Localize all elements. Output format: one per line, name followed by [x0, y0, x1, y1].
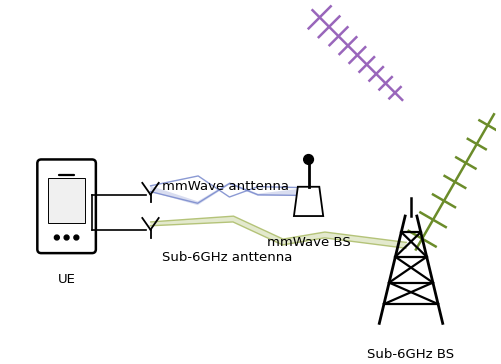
Circle shape: [54, 235, 59, 240]
Polygon shape: [150, 216, 406, 248]
Text: mmWave BS: mmWave BS: [266, 236, 350, 249]
Text: mmWave anttenna: mmWave anttenna: [162, 180, 289, 193]
Circle shape: [74, 235, 79, 240]
Bar: [48, 178, 85, 223]
Text: UE: UE: [58, 273, 75, 286]
FancyBboxPatch shape: [37, 159, 96, 253]
Circle shape: [64, 235, 69, 240]
Polygon shape: [150, 182, 308, 205]
Polygon shape: [294, 187, 323, 216]
Circle shape: [303, 155, 313, 164]
Text: Sub-6GHz BS: Sub-6GHz BS: [367, 348, 454, 361]
Text: Sub-6GHz anttenna: Sub-6GHz anttenna: [162, 250, 292, 264]
